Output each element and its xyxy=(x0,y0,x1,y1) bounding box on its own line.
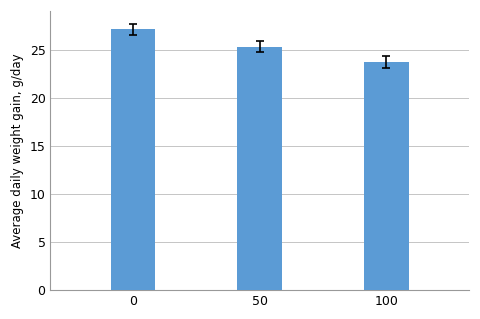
Bar xyxy=(110,29,155,290)
Bar xyxy=(238,47,282,290)
Bar xyxy=(364,62,408,290)
Y-axis label: Average daily weight gain, g/day: Average daily weight gain, g/day xyxy=(11,53,24,248)
